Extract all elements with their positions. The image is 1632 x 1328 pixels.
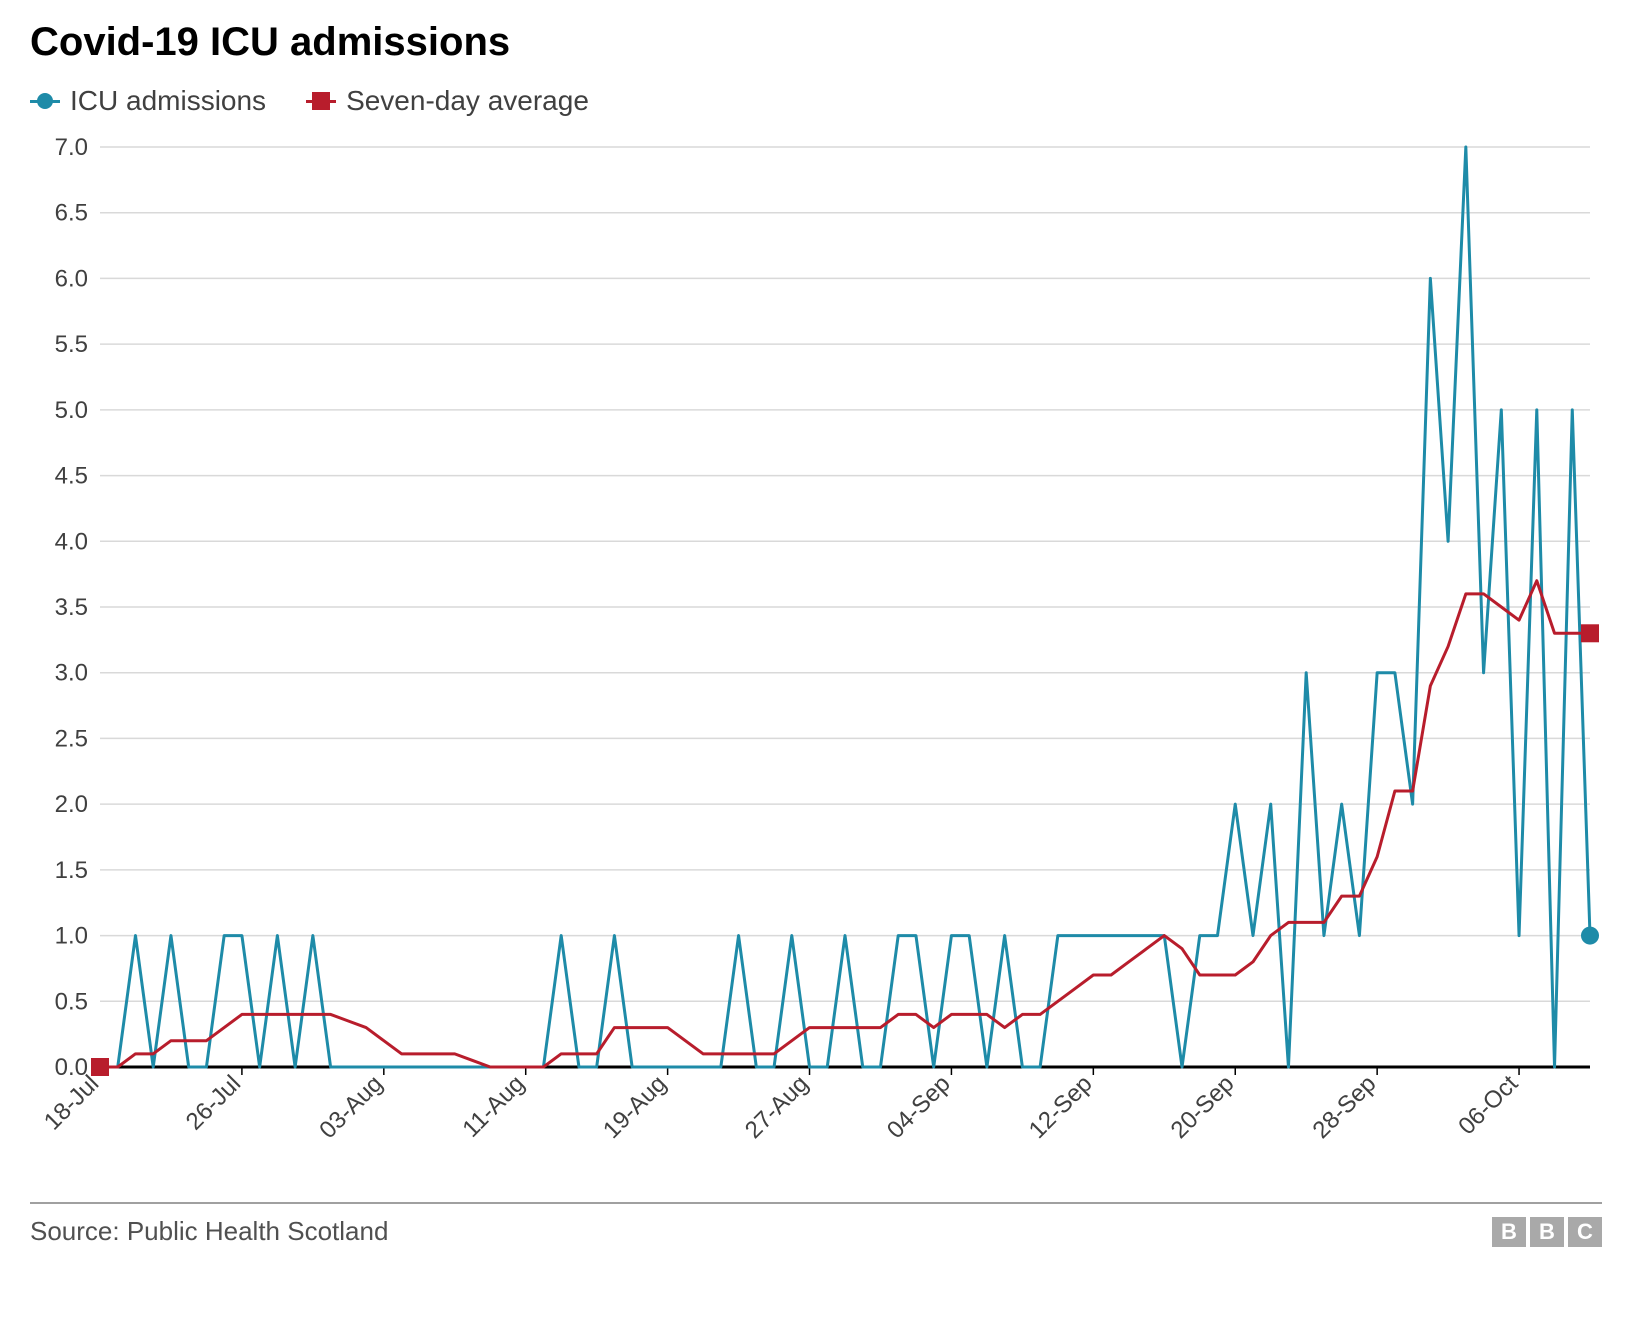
legend-swatch-avg [306, 100, 336, 103]
svg-text:4.5: 4.5 [55, 463, 88, 490]
chart-svg: 0.00.51.01.52.02.53.03.54.04.55.05.56.06… [30, 137, 1600, 1177]
svg-text:4.0: 4.0 [55, 528, 88, 555]
legend: ICU admissions Seven-day average [30, 85, 1602, 117]
svg-text:3.5: 3.5 [55, 594, 88, 621]
chart-title: Covid-19 ICU admissions [30, 20, 1602, 65]
svg-text:5.5: 5.5 [55, 331, 88, 358]
footer: Source: Public Health Scotland B B C [30, 1216, 1602, 1247]
svg-text:20-Sep: 20-Sep [1166, 1070, 1240, 1144]
svg-text:06-Oct: 06-Oct [1453, 1070, 1523, 1140]
svg-text:11-Aug: 11-Aug [457, 1070, 530, 1143]
footer-divider [30, 1202, 1602, 1204]
legend-item-icu: ICU admissions [30, 85, 266, 117]
svg-text:3.0: 3.0 [55, 660, 88, 687]
legend-label-avg: Seven-day average [346, 85, 589, 117]
svg-text:2.5: 2.5 [55, 725, 88, 752]
svg-text:26-Jul: 26-Jul [181, 1070, 246, 1135]
legend-label-icu: ICU admissions [70, 85, 266, 117]
svg-text:6.5: 6.5 [55, 200, 88, 227]
bbc-b2: B [1530, 1217, 1564, 1247]
svg-text:7.0: 7.0 [55, 137, 88, 161]
svg-text:03-Aug: 03-Aug [314, 1070, 388, 1144]
legend-swatch-icu [30, 100, 60, 103]
svg-text:19-Aug: 19-Aug [598, 1070, 672, 1144]
source-text: Source: Public Health Scotland [30, 1216, 388, 1247]
svg-text:12-Sep: 12-Sep [1024, 1070, 1098, 1144]
legend-item-avg: Seven-day average [306, 85, 589, 117]
svg-text:0.5: 0.5 [55, 988, 88, 1015]
svg-text:04-Sep: 04-Sep [882, 1070, 956, 1144]
svg-text:2.0: 2.0 [55, 791, 88, 818]
svg-text:28-Sep: 28-Sep [1308, 1070, 1382, 1144]
svg-text:5.0: 5.0 [55, 397, 88, 424]
svg-text:1.5: 1.5 [55, 857, 88, 884]
svg-text:27-Aug: 27-Aug [740, 1070, 814, 1144]
chart-plot-area: 0.00.51.01.52.02.53.03.54.04.55.05.56.06… [30, 137, 1600, 1177]
bbc-b1: B [1492, 1217, 1526, 1247]
bbc-c: C [1568, 1217, 1602, 1247]
svg-text:6.0: 6.0 [55, 265, 88, 292]
svg-text:1.0: 1.0 [55, 923, 88, 950]
bbc-logo: B B C [1492, 1217, 1602, 1247]
